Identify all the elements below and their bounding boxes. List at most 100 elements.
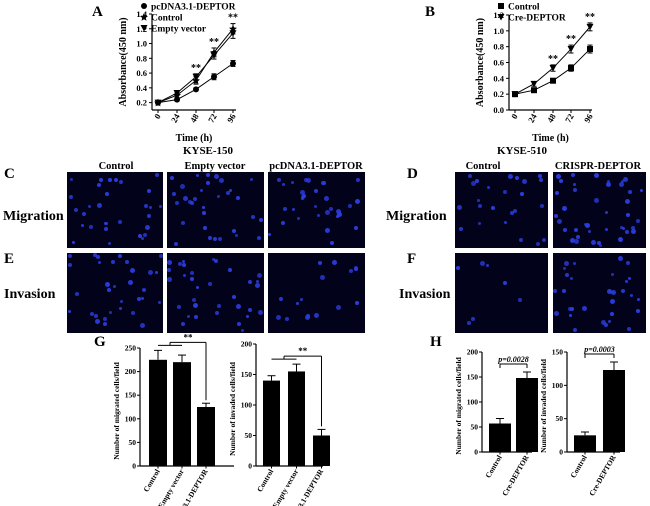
row-label-migration-left: Migration (3, 209, 64, 224)
cell-nucleus (236, 196, 240, 200)
chart-b-legend-cre-deptor-label: Cre-DEPTOR (508, 14, 566, 24)
chart-a-series-pcdna3-1-deptor-point (193, 86, 199, 93)
cell-nucleus (215, 311, 219, 315)
chart-h1-bar-cre-deptor (516, 378, 538, 452)
cell-nucleus (259, 218, 263, 222)
cell-nucleus (70, 178, 73, 181)
chart-h1-x-tick-label: Control (484, 454, 504, 480)
panel-letter-d: D (407, 166, 418, 182)
cell-nucleus (337, 212, 342, 217)
cell-nucleus (625, 230, 629, 234)
chart-g2-bar-empty-vector (288, 371, 305, 466)
cell-nucleus (279, 297, 283, 301)
column-header-control-right: Control (466, 161, 501, 172)
cell-nucleus (68, 254, 72, 258)
cell-nucleus (355, 199, 360, 204)
chart-b-significance: ** (548, 54, 558, 65)
cell-nucleus (109, 311, 112, 314)
cell-nucleus (90, 312, 94, 316)
chart-a-series-empty-vector-point (192, 73, 200, 81)
cell-nucleus (594, 198, 599, 203)
cell-nucleus (226, 191, 230, 195)
cell-nucleus (637, 298, 640, 301)
panel-letter-e: E (4, 251, 14, 267)
micrograph-migration-pcdna (268, 172, 365, 248)
chart-a-legend-pcdna3-1-deptor-label: pcDNA3.1-DEPTOR (151, 3, 236, 13)
cell-nucleus (190, 201, 194, 205)
cell-nucleus (553, 289, 557, 293)
cell-nucleus (178, 262, 182, 266)
cell-nucleus (478, 204, 482, 208)
cell-nucleus (563, 228, 567, 232)
chart-h1-y-tick-label: 50 (471, 423, 479, 432)
cell-nucleus (487, 186, 490, 189)
cell-nucleus (105, 282, 110, 287)
cell-nucleus (206, 173, 210, 177)
cell-nucleus (513, 209, 517, 213)
cell-nucleus (301, 197, 304, 200)
chart-b-y-tick-label: 0.4 (493, 73, 504, 83)
cell-nucleus (296, 302, 299, 305)
chart-b-x-tick-label: 72 (563, 112, 576, 124)
cell-nucleus (626, 261, 630, 265)
cell-nucleus (194, 315, 198, 319)
chart-h1-bar-control (489, 423, 511, 452)
chart-h2-y-tick-label: 150 (552, 348, 564, 357)
cell-nucleus (75, 292, 79, 296)
cell-nucleus (183, 196, 188, 201)
chart-g1-bar-pcdna3-1-deptor (197, 407, 215, 466)
chart-a-legend-empty-vector-marker (140, 25, 148, 32)
cell-nucleus (321, 181, 325, 185)
cell-nucleus (468, 174, 472, 178)
cell-nucleus (522, 179, 527, 184)
chart-a-legend-control-marker (140, 13, 148, 21)
cell-nucleus (143, 233, 147, 237)
cell-nucleus (486, 264, 489, 267)
chart-h2-y-label: Number of invaded cells/field (539, 358, 548, 453)
cell-nucleus (202, 206, 205, 209)
cell-nucleus (283, 207, 287, 211)
cell-nucleus (478, 222, 481, 225)
cell-nucleus (621, 180, 624, 183)
chart-a-x-tick-label: 48 (188, 112, 201, 124)
cell-nucleus (305, 315, 310, 320)
cell-nucleus (281, 221, 285, 225)
cell-nucleus (137, 297, 141, 301)
chart-b-y-tick-label: 0.2 (493, 89, 504, 99)
cell-nucleus (563, 267, 566, 270)
chart-h2-bar-cre-deptor (603, 370, 625, 452)
cell-nucleus (611, 290, 616, 295)
cell-nucleus (190, 271, 194, 275)
row-label-migration-right: Migration (386, 209, 447, 224)
panel-letter-b: B (425, 4, 435, 20)
cell-nucleus (611, 273, 614, 276)
chart-g1-y-label: Number of migrated cells/field (112, 361, 121, 459)
cell-nucleus (607, 289, 612, 294)
cell-nucleus (190, 277, 194, 281)
cell-nucleus (588, 230, 591, 233)
cell-nucleus (520, 192, 524, 196)
cell-nucleus (119, 180, 123, 184)
cell-nucleus (355, 301, 359, 305)
chart-b-series-cre-deptor-point (511, 91, 519, 98)
cell-nucleus (300, 190, 305, 195)
chart-a-y-tick-label: 1.4 (136, 9, 147, 19)
cell-nucleus (503, 190, 507, 194)
chart-a-y-tick-label: 0.8 (136, 53, 147, 63)
micrograph-invasion-empty-vector (167, 253, 264, 333)
cell-nucleus (594, 173, 599, 178)
chart-b-x-tick-label: 96 (582, 112, 595, 124)
cell-nucleus (471, 181, 476, 186)
cell-nucleus (68, 310, 71, 313)
cell-nucleus (108, 242, 111, 245)
cell-nucleus (177, 305, 181, 309)
chart-b-series-cre-deptor-point (530, 80, 538, 88)
cell-nucleus (329, 207, 333, 211)
chart-h1: 0 50 100 150 200 Number of migrated cells/fie… (454, 348, 538, 497)
micrograph-migration-control-left (67, 172, 163, 248)
cell-nucleus (314, 313, 319, 318)
cell-nucleus (555, 191, 559, 195)
cell-nucleus (285, 317, 289, 321)
micrograph-migration-control-right (455, 172, 548, 248)
cell-nucleus (229, 189, 232, 192)
